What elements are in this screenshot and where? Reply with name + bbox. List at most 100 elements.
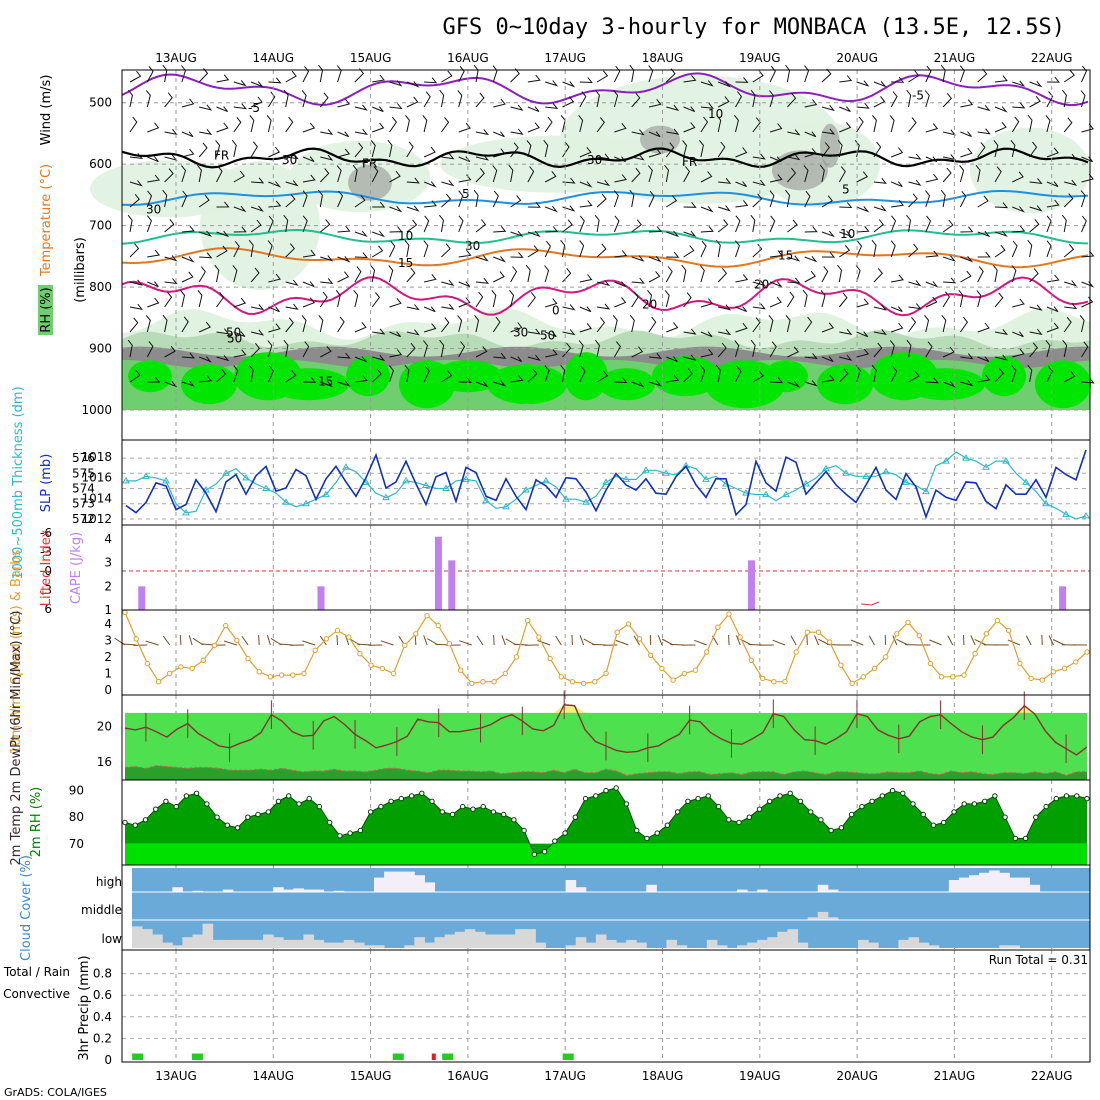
wind-barb bbox=[233, 297, 247, 308]
wind-barb-10m bbox=[657, 635, 663, 646]
wind-barb bbox=[320, 154, 334, 161]
wind-barb bbox=[372, 230, 386, 238]
rh2m-point bbox=[736, 819, 742, 826]
tick-label-cape: 3 bbox=[104, 556, 112, 570]
day-label-top: 14AUG bbox=[253, 51, 295, 65]
wind-barb bbox=[752, 117, 761, 133]
ylabel-wind10m: 10m Wind Speed (m/s) & Barbs bbox=[9, 549, 24, 754]
cloud-high-bar bbox=[737, 889, 748, 892]
wind-barb-10m bbox=[459, 640, 472, 646]
wind-barb bbox=[423, 365, 430, 383]
wind-barb bbox=[441, 370, 453, 383]
wind-barb bbox=[475, 277, 490, 284]
wind-barb bbox=[129, 116, 138, 133]
wind-barb bbox=[769, 190, 775, 208]
rh-blob-90 bbox=[982, 356, 1026, 397]
thickness-point bbox=[282, 498, 290, 505]
wind-barb bbox=[648, 380, 662, 387]
wind-barb-10m bbox=[336, 634, 339, 646]
wind-barb bbox=[595, 89, 600, 108]
rh2m-point bbox=[818, 817, 824, 823]
wind-barb bbox=[924, 90, 930, 108]
rh2m-point bbox=[214, 814, 220, 820]
wind-barb bbox=[527, 74, 541, 83]
wind-barb bbox=[406, 96, 419, 108]
wind-barb bbox=[337, 131, 350, 138]
wind-speed-point bbox=[961, 672, 967, 678]
wind-barb bbox=[787, 346, 799, 358]
cloud-high-bar bbox=[827, 889, 839, 892]
rh2m-point bbox=[163, 798, 169, 804]
wind-barb bbox=[1046, 181, 1059, 188]
rh2m-point bbox=[122, 819, 128, 826]
wind-barb bbox=[562, 96, 575, 108]
wind-barb bbox=[1029, 304, 1043, 311]
cloud-low-bar bbox=[1009, 945, 1020, 948]
day-label-bottom: 15AUG bbox=[350, 1069, 392, 1083]
wind-barb bbox=[579, 274, 593, 283]
wind-barb bbox=[613, 341, 622, 358]
cloud-low-bar bbox=[737, 945, 748, 948]
wind-barb bbox=[769, 123, 783, 133]
wind-barb bbox=[839, 122, 852, 133]
wind-barb bbox=[856, 206, 870, 213]
wind-barb bbox=[594, 214, 600, 233]
wind-barb bbox=[562, 177, 576, 184]
rh2m-point bbox=[634, 827, 640, 834]
cloud-low-bar bbox=[908, 937, 920, 948]
wind-speed-point bbox=[1061, 665, 1068, 672]
wind-barb bbox=[216, 368, 227, 383]
wind-barb bbox=[164, 92, 173, 108]
wind-barb bbox=[856, 80, 870, 87]
thickness-point bbox=[122, 476, 130, 484]
wind-barb bbox=[579, 200, 593, 208]
wind-barb bbox=[1081, 341, 1089, 358]
wind-barb-10m bbox=[947, 635, 954, 646]
rh2m-point bbox=[1084, 795, 1090, 802]
wind-barb bbox=[493, 131, 505, 138]
wind-barb bbox=[1061, 214, 1067, 233]
wind-barb bbox=[457, 315, 463, 333]
wind-barb bbox=[787, 277, 801, 284]
tick-label-cape: 1 bbox=[104, 603, 112, 617]
wind-barb bbox=[509, 289, 515, 308]
wind-barb bbox=[977, 68, 988, 83]
wind-barb bbox=[389, 349, 403, 358]
wind-barb bbox=[579, 91, 587, 108]
wind-barb bbox=[942, 219, 954, 233]
slp-line bbox=[125, 449, 1087, 520]
wind-barb bbox=[1063, 243, 1075, 258]
wind-barb bbox=[700, 365, 706, 383]
thickness-point bbox=[162, 476, 170, 484]
wind-barb bbox=[527, 245, 539, 258]
wind-barb bbox=[856, 331, 869, 338]
day-label-bottom: 20AUG bbox=[836, 1069, 878, 1083]
rh2m-point bbox=[153, 806, 159, 812]
label-rh: 30 bbox=[513, 325, 528, 339]
wind-barb bbox=[527, 230, 541, 238]
wind-barb bbox=[700, 298, 714, 308]
rh2m-area bbox=[125, 788, 1087, 855]
wind-barb bbox=[648, 148, 662, 158]
wind-barb bbox=[354, 104, 368, 111]
wind-barb bbox=[285, 153, 299, 160]
wind-barb bbox=[233, 116, 242, 133]
wind-barb bbox=[231, 139, 237, 158]
wind-barb bbox=[837, 264, 843, 283]
wind-barb bbox=[718, 329, 732, 336]
wind-barb bbox=[439, 89, 445, 108]
wind-barb bbox=[664, 164, 670, 183]
wind-barb bbox=[665, 142, 675, 158]
wind-barb bbox=[631, 291, 639, 308]
thickness-point bbox=[782, 490, 790, 498]
wind-barb bbox=[560, 239, 566, 258]
wind-barb bbox=[250, 329, 265, 336]
cloud-low-bar bbox=[333, 942, 345, 948]
wind-barb bbox=[787, 154, 801, 161]
wind-barb bbox=[821, 104, 835, 112]
wind-barb bbox=[873, 328, 887, 336]
wind-speed-point bbox=[290, 672, 296, 678]
label-rh: 10 bbox=[708, 107, 723, 121]
wind-barb bbox=[266, 114, 272, 133]
wind-barb bbox=[666, 230, 680, 238]
